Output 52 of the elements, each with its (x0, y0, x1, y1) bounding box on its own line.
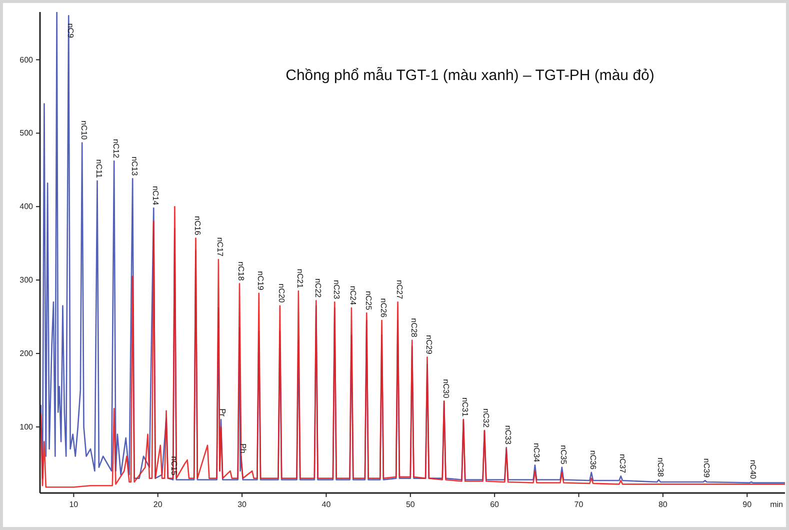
y-tick-label: 500 (20, 128, 34, 138)
annotation: nC35 (559, 445, 568, 465)
annotation: nC20 (277, 284, 286, 304)
annotation: nC26 (378, 298, 388, 318)
annotation: nC29 (424, 335, 434, 355)
annotation: nC32 (482, 408, 491, 428)
y-tick-label: 600 (20, 55, 34, 64)
x-tick-label: 40 (322, 500, 332, 509)
annotation: nC24 (348, 286, 358, 306)
annotation: nC25 (364, 290, 373, 311)
y-tick-label: 300 (20, 276, 34, 285)
annotation: nC40 (748, 460, 758, 480)
x-tick-label: 10 (69, 500, 79, 509)
x-axis-title: min (770, 500, 783, 509)
annotation: nC11 (94, 159, 104, 178)
annotation: nC15 (169, 456, 178, 476)
annotation: nC9 (66, 23, 75, 39)
x-tick-label: 70 (574, 500, 584, 509)
annotation: nC19 (256, 271, 266, 291)
annotation: nC28 (409, 318, 418, 338)
y-tick-label: 100 (20, 422, 34, 432)
text: Chồng phổ mẫu TGT-1 (màu xanh) – TGT-PH (màu đỏ) (286, 67, 654, 84)
annotation: nC39 (702, 458, 712, 478)
annotation: nC12 (111, 138, 120, 159)
annotation: nC27 (394, 280, 404, 300)
line-series (40, 206, 785, 488)
annotation: nC22 (313, 278, 322, 298)
annotation: nC33 (504, 425, 513, 446)
x-tick-label: 80 (658, 500, 668, 509)
x-tick-label: 30 (238, 500, 248, 509)
x-tick-label: 50 (406, 500, 416, 509)
y-tick-label: 200 (20, 349, 34, 358)
x-tick-label: 20 (153, 500, 163, 509)
annotation: nC37 (618, 454, 628, 474)
annotation: nC30 (441, 379, 450, 399)
annotation: nC23 (332, 280, 341, 300)
annotation: nC38 (656, 458, 665, 478)
annotation: nC14 (150, 186, 160, 206)
annotation: nC10 (79, 120, 88, 140)
annotation: Pr (218, 408, 228, 417)
annotation: nC34 (532, 442, 542, 463)
annotation: nC17 (216, 237, 225, 258)
annotation: nC13 (130, 156, 139, 176)
y-tick-label: 400 (20, 202, 34, 212)
x-tick-label: 60 (490, 500, 500, 509)
x-tick-label: 90 (742, 500, 752, 509)
annotation: nC36 (588, 450, 598, 470)
annotation: nC31 (460, 397, 470, 418)
annotation: nC18 (236, 262, 246, 282)
annotation: nC16 (192, 216, 202, 236)
annotation: nC21 (296, 268, 305, 289)
annotation: Ph (238, 443, 248, 454)
